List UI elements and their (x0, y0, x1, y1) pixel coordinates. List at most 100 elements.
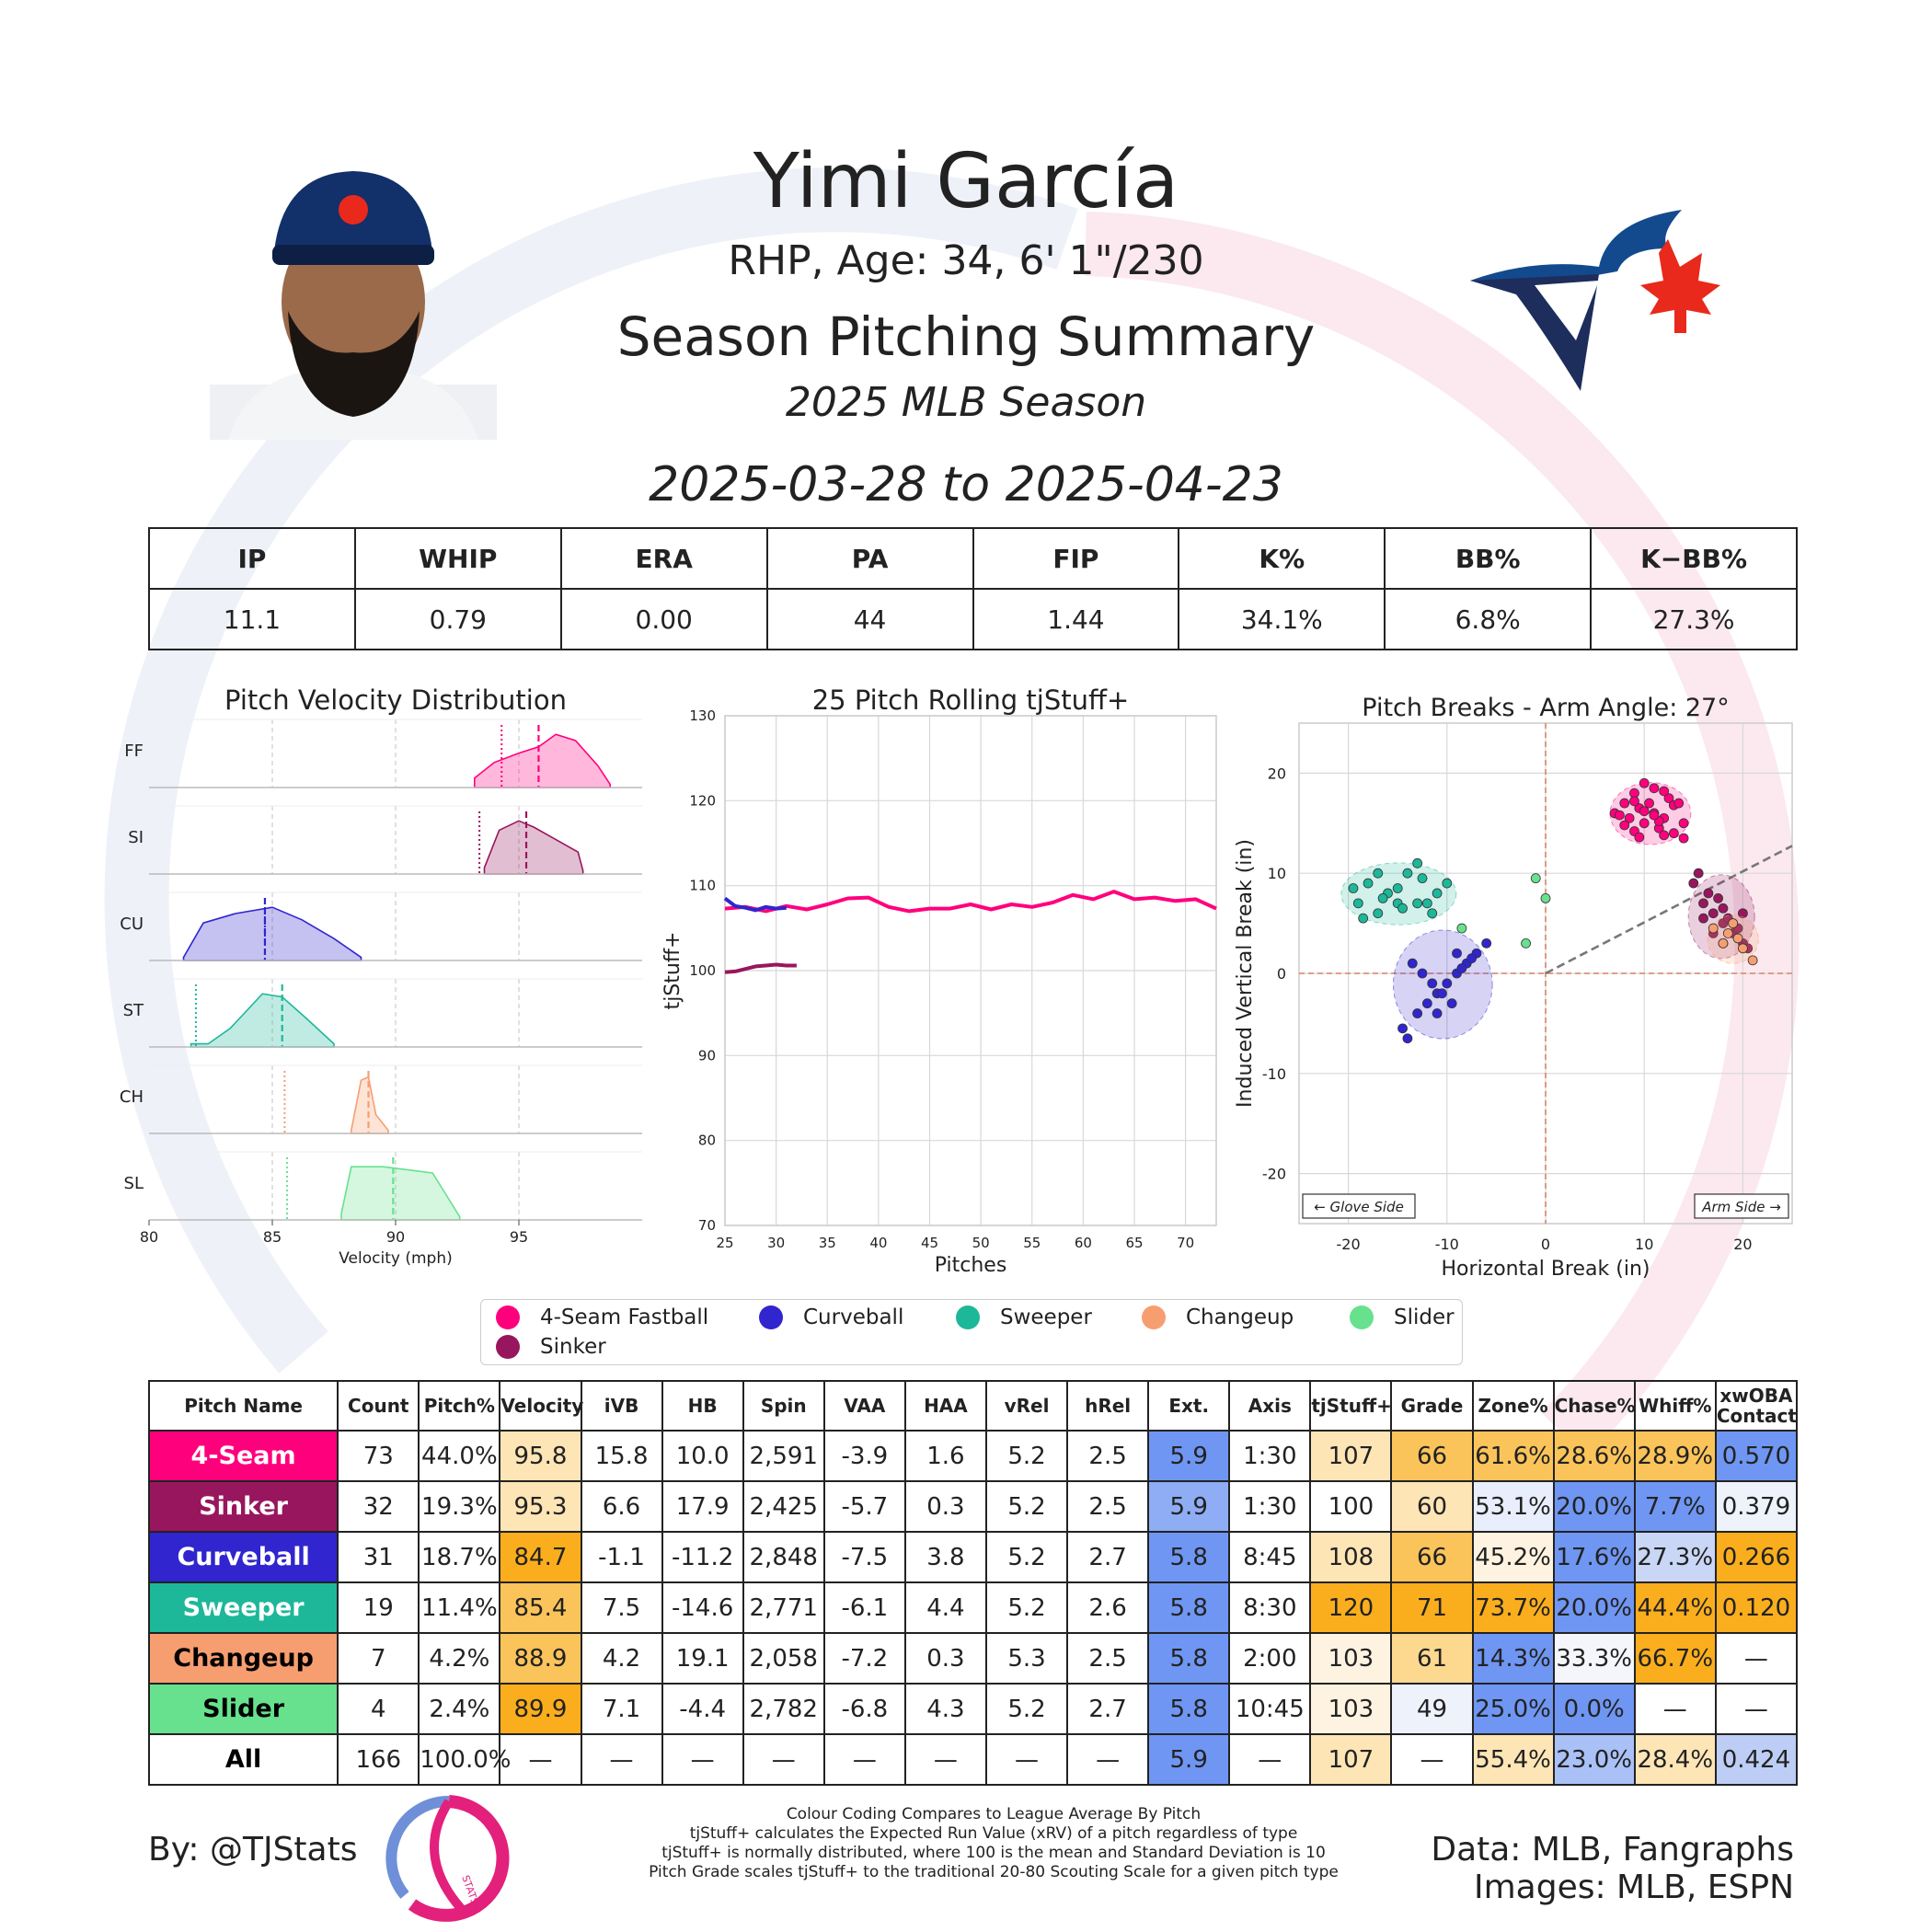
pitch-table-cell: 5.2 (984, 1683, 1069, 1735)
pitch-table-cell: 73.7% (1471, 1581, 1555, 1634)
velocity-density-FF (473, 733, 612, 788)
y-tick-label: 10 (1268, 865, 1286, 882)
pitch-table-row: All 166 100.0% — — — — — — — —5.9—107—55.4% 23.0% 28… (147, 1733, 1799, 1786)
pitch-table-cell: 10:45 (1228, 1683, 1312, 1735)
break-point (1348, 883, 1359, 893)
break-point (1708, 908, 1719, 919)
chart-title: 25 Pitch Rolling tjStuff+ (812, 684, 1130, 716)
logo-text: STATS (459, 1874, 481, 1907)
x-tick-label: 40 (869, 1235, 887, 1251)
chart-legend: 4-Seam Fastball Curveball Sweeper Change… (480, 1299, 1463, 1365)
pitch-table-cell: 2,771 (742, 1581, 825, 1634)
pitch-table-cell: 49 (1390, 1683, 1474, 1735)
pitch-table-cell: 28.9% (1633, 1430, 1717, 1482)
break-point (1629, 796, 1639, 807)
x-tick-label: 60 (1075, 1235, 1092, 1251)
pitch-table-cell: 4.3 (903, 1683, 987, 1735)
break-point (1649, 810, 1660, 821)
pitch-table-cell: 2,848 (742, 1531, 825, 1583)
pitch-table-cell: 4 (337, 1683, 420, 1735)
pitch-table-cell: — (822, 1733, 906, 1786)
break-point (1442, 978, 1453, 989)
legend-marker-icon (759, 1305, 783, 1329)
break-point (1718, 937, 1729, 949)
footer-notes: Colour Coding Compares to League Average… (589, 1805, 1398, 1882)
data-source-text: Data: MLB, Fangraphs (1431, 1831, 1794, 1869)
pitch-table-cell: 0.3 (903, 1480, 987, 1533)
break-point (1442, 878, 1453, 889)
pitch-table-cell: 1:30 (1228, 1430, 1312, 1482)
break-point (1402, 1033, 1413, 1044)
pitch-table-cell: — (742, 1733, 825, 1786)
legend-item: Slider (1350, 1305, 1455, 1329)
velocity-distribution-chart: Pitch Velocity Distribution FF SI CU ST CH SL 8… (120, 684, 642, 1268)
summary-header-cell: BB% (1384, 527, 1593, 590)
pitch-name-cell: Changeup (147, 1632, 339, 1685)
legend-item: Sweeper (956, 1305, 1092, 1329)
pitch-table-cell: 0.3 (903, 1632, 987, 1685)
footer-note-line: tjStuff+ calculates the Expected Run Val… (689, 1824, 1298, 1843)
break-point (1466, 953, 1478, 964)
pitch-table-header-cell: Pitch Name (147, 1380, 339, 1432)
y-tick-label: 70 (698, 1217, 716, 1234)
break-point (1659, 830, 1670, 841)
pitch-table-cell: 25.0% (1471, 1683, 1555, 1735)
pitch-table-header-cell: VAA (822, 1380, 906, 1432)
break-point (1713, 892, 1723, 903)
break-point (1417, 873, 1428, 884)
break-point (1397, 1023, 1408, 1034)
break-point (1446, 998, 1457, 1009)
pitch-table-cell: 19 (337, 1581, 420, 1634)
pitch-table-header-cell: Velocity (499, 1380, 583, 1432)
pitch-type-label: FF (124, 742, 144, 761)
break-point (1698, 913, 1708, 924)
velocity-density-CH (350, 1075, 389, 1134)
pitch-table-cell: 5.8 (1147, 1632, 1231, 1685)
y-tick-label: 120 (689, 792, 716, 809)
pitch-table-header-cell: iVB (580, 1380, 663, 1432)
pitch-table-cell: 32 (337, 1480, 420, 1533)
pitch-table-cell: 7.1 (580, 1683, 663, 1735)
pitch-table-cell: 2:00 (1228, 1632, 1312, 1685)
summary-header-cell: WHIP (353, 527, 562, 590)
break-point (1668, 828, 1679, 839)
pitch-table-header-cell: Pitch% (418, 1380, 501, 1432)
pitch-table-header-cell: xwOBA Contact (1714, 1380, 1799, 1432)
break-point (1412, 898, 1423, 909)
summary-value-row: 11.1 0.79 0.00 44 1.44 34.1% 6.8% 27.3% (148, 588, 1798, 650)
pitch-table-cell: 73 (337, 1430, 420, 1482)
pitch-table-cell: 4.2% (418, 1632, 501, 1685)
pitch-table-row: Curveball 31 18.7% 84.7 -1.1 -11.2 2,848 -7.5 3.… (147, 1531, 1799, 1583)
image-source-text: Images: MLB, ESPN (1473, 1869, 1794, 1906)
pitch-table-cell: 103 (1309, 1632, 1393, 1685)
author-credit: By: @TJStats (148, 1831, 358, 1869)
pitch-table-cell: -1.1 (580, 1531, 663, 1583)
pitch-table-cell: 61 (1390, 1632, 1474, 1685)
break-point (1703, 888, 1714, 899)
tjstuff-line-curveball (723, 896, 787, 913)
arm-side-box (1694, 1193, 1789, 1219)
summary-header-row: IP WHIP ERA PA FIP K% BB% K−BB% (148, 527, 1798, 590)
break-point (1432, 888, 1443, 899)
legend-marker-icon (1142, 1305, 1166, 1329)
pitch-table-cell: 5.9 (1147, 1480, 1231, 1533)
pitch-table-header-cell: Grade (1390, 1380, 1474, 1432)
pitch-name-cell: Curveball (147, 1531, 339, 1583)
pitch-table-header-cell: vRel (984, 1380, 1069, 1432)
break-point (1708, 923, 1719, 934)
break-point (1407, 958, 1418, 969)
pitch-type-label: SL (124, 1174, 144, 1193)
summary-header-cell: IP (148, 527, 356, 590)
pitch-table-cell: 2,425 (742, 1480, 825, 1533)
pitch-table-cell: 44.4% (1633, 1581, 1717, 1634)
pitch-table-cell: — (1228, 1733, 1312, 1786)
break-point (1352, 898, 1363, 909)
pitch-table-cell: 8:30 (1228, 1581, 1312, 1634)
pitch-table-cell: 95.3 (499, 1480, 582, 1533)
pitch-table-cell: 4.4 (903, 1581, 987, 1634)
break-point (1673, 798, 1685, 809)
legend-label: Curveball (803, 1305, 904, 1329)
pitch-table-cell: 5.9 (1147, 1430, 1231, 1482)
pitch-table-row: Slider 4 2.4% 89.9 7.1 -4.4 2,782 -6.8 4.3 5.2 2.7… (147, 1683, 1799, 1735)
pitch-table-cell: — (1390, 1733, 1474, 1786)
